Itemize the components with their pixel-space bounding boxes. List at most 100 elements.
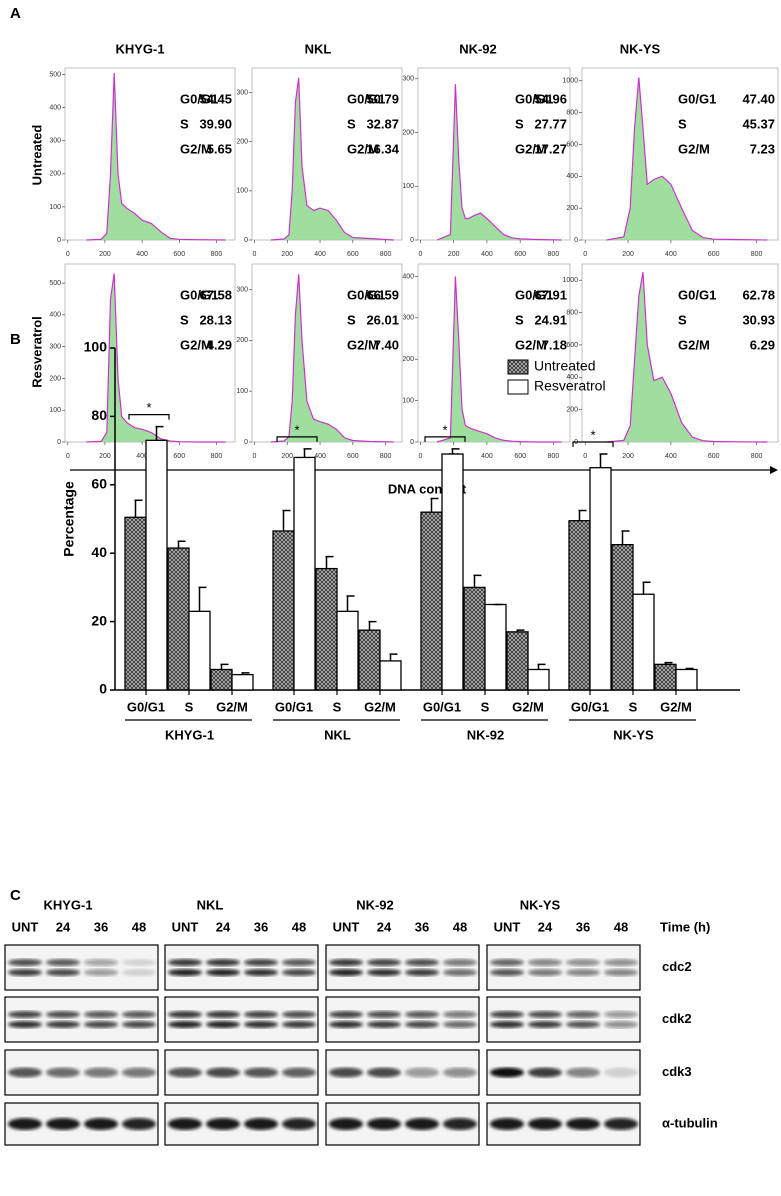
significance-bracket [128, 414, 170, 420]
blot-band [528, 1011, 562, 1018]
lane-label: UNT [172, 919, 199, 934]
blot-band [566, 1011, 600, 1018]
x-tick-label: 800 [751, 251, 763, 258]
blot-frame [486, 944, 641, 991]
bar [145, 439, 168, 691]
error-bar [325, 555, 334, 569]
blot-band [206, 1011, 240, 1018]
protein-label: cdk3 [662, 1064, 692, 1079]
y-tick-label: 200 [236, 337, 248, 344]
blot-band [206, 1067, 240, 1078]
phase-percentage: 32.87 [366, 116, 399, 131]
blot-band [528, 1021, 562, 1028]
blot-band [405, 1011, 439, 1018]
blot-band [566, 969, 600, 976]
column-title: NKL [305, 41, 332, 56]
x-tick-label: G0/G1 [127, 699, 165, 714]
phase-percentage: 16.34 [366, 141, 399, 156]
y-tick-label: 0 [57, 439, 61, 446]
blot-band [122, 1021, 156, 1028]
x-tick-label: S [481, 699, 490, 714]
phase-percentage: 67.58 [199, 287, 232, 302]
blot-group-title: NK-YS [520, 897, 561, 912]
significance-bracket [424, 436, 466, 442]
blot-band [282, 1011, 316, 1018]
bar [632, 593, 655, 691]
row-label: Untreated [29, 125, 44, 186]
x-tick-label: G0/G1 [423, 699, 461, 714]
blot-band [528, 1118, 562, 1130]
phase-label: G0/G1 [515, 287, 553, 302]
blot-band [604, 969, 638, 976]
x-tick-label: 600 [347, 251, 359, 258]
protein-label: α-tubulin [662, 1115, 718, 1130]
x-tick-label: 0 [66, 251, 70, 258]
blot-band [405, 1021, 439, 1028]
error-bar [621, 530, 630, 545]
error-bar [198, 586, 207, 612]
blot-band [604, 1021, 638, 1028]
blot-band [566, 959, 600, 966]
y-tick-label: 400 [566, 173, 578, 180]
histogram-line [436, 276, 562, 443]
phase-percentage: 6.29 [750, 337, 775, 352]
error-bar [578, 509, 587, 521]
blot-band [367, 1118, 401, 1130]
phase-label: S [678, 116, 687, 131]
x-tick-label: 800 [211, 251, 223, 258]
bar [379, 660, 402, 691]
blot-frame [486, 996, 641, 1043]
bar [188, 610, 211, 691]
x-tick-label: 400 [481, 251, 493, 258]
x-tick-label: 200 [281, 251, 293, 258]
bar [231, 673, 254, 691]
phase-label: G2/M [515, 337, 547, 352]
x-tick-label: 600 [173, 251, 185, 258]
x-tick-label: 0 [253, 251, 257, 258]
significance-mark: * [442, 422, 447, 437]
blot-band [122, 959, 156, 966]
blot-band [84, 969, 118, 976]
blot-band [443, 1011, 477, 1018]
phase-percentage: 62.78 [742, 287, 775, 302]
legend-label: Untreated [534, 358, 595, 374]
blot-band [329, 1067, 363, 1078]
y-tick-label: 200 [566, 205, 578, 212]
panel-label: B [10, 331, 21, 348]
blot-band [443, 969, 477, 976]
x-tick-label: 400 [314, 251, 326, 258]
blot-frame [164, 996, 319, 1043]
blot-band [282, 1067, 316, 1078]
significance-bracket [276, 436, 318, 442]
phase-percentage: 54.45 [199, 91, 232, 106]
x-tick-label: S [629, 699, 638, 714]
y-tick-label: 300 [236, 89, 248, 96]
blot-band [566, 1118, 600, 1130]
histogram-area [606, 272, 768, 442]
phase-label: G2/M [515, 141, 547, 156]
blot-band [490, 1021, 524, 1028]
y-axis-label: Percentage [61, 481, 77, 557]
y-tick-label: 600 [566, 141, 578, 148]
column-title: KHYG-1 [115, 41, 164, 56]
lane-label: 24 [216, 919, 231, 934]
x-tick-label: 800 [751, 453, 763, 460]
x-tick-label: 800 [211, 453, 223, 460]
x-tick-label: 0 [66, 453, 70, 460]
error-bar [346, 595, 355, 612]
x-tick-label: 600 [173, 453, 185, 460]
blot-band [46, 959, 80, 966]
histogram-line [606, 271, 768, 443]
blot-band [367, 1067, 401, 1078]
y-tick-label: 800 [566, 109, 578, 116]
phase-label: G0/G1 [678, 287, 716, 302]
blot-band [8, 1011, 42, 1018]
blot-band [443, 959, 477, 966]
blot-band [528, 969, 562, 976]
blot-band [244, 1067, 278, 1078]
x-tick-label: G2/M [660, 699, 692, 714]
phase-label: G2/M [180, 337, 212, 352]
x-tick-label: 200 [99, 251, 111, 258]
y-tick-label: 300 [236, 286, 248, 293]
blot-band [46, 969, 80, 976]
